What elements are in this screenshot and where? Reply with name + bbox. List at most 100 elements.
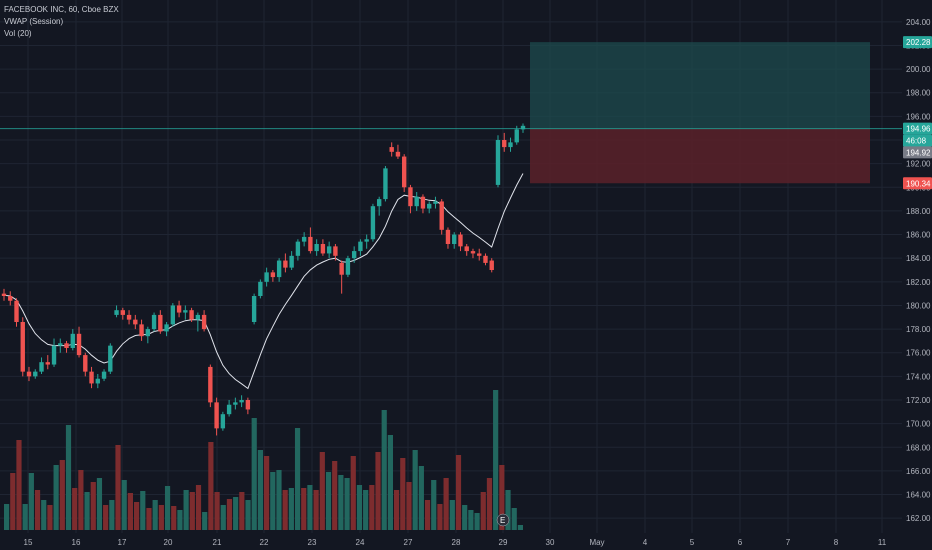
candle-body xyxy=(314,244,319,252)
chart-legend: FACEBOOK INC, 60, Cboe BZX VWAP (Session… xyxy=(4,4,119,40)
earnings-event-icon[interactable] xyxy=(496,513,510,527)
candle-body xyxy=(170,305,176,325)
x-tick-label: 21 xyxy=(213,538,222,547)
price-tag xyxy=(903,36,932,49)
y-tick-label: 186.00 xyxy=(906,231,931,240)
volume-bar xyxy=(381,410,387,530)
volume-bar xyxy=(239,492,245,530)
y-tick-label: 166.00 xyxy=(906,467,931,476)
volume-bar xyxy=(431,480,437,530)
candle-body xyxy=(183,310,188,313)
volume-bar xyxy=(59,460,65,530)
volume-bar xyxy=(511,508,517,530)
candle-body xyxy=(283,260,288,268)
candle-body xyxy=(376,199,382,207)
candle-body xyxy=(458,234,463,247)
price-tag-label: 190.34 xyxy=(906,179,931,188)
candle-body xyxy=(483,255,488,263)
volume-bar xyxy=(505,490,511,530)
volume-bar xyxy=(220,505,226,530)
volume-bar xyxy=(146,508,152,530)
volume-bar xyxy=(301,488,307,530)
y-tick-label: 188.00 xyxy=(906,207,931,216)
x-tick-label: 20 xyxy=(164,538,173,547)
candle-body xyxy=(320,244,326,254)
volume-bar xyxy=(202,512,208,530)
candle-body xyxy=(364,239,369,242)
volume-bar xyxy=(22,504,28,530)
volume-bar xyxy=(164,486,171,530)
vwap-indicator-label[interactable]: VWAP (Session) xyxy=(4,17,64,26)
volume-bar xyxy=(189,492,195,530)
x-tick-label: 5 xyxy=(690,538,695,547)
y-tick-label: 164.00 xyxy=(906,491,931,500)
volume-bar xyxy=(264,456,270,530)
volume-indicator-label[interactable]: Vol (20) xyxy=(4,29,32,38)
volume-bar xyxy=(72,488,78,530)
candle-body xyxy=(26,371,32,377)
volume-bar xyxy=(493,390,499,530)
candle-body xyxy=(477,253,482,256)
x-tick-label: 22 xyxy=(260,538,269,547)
volume-bar xyxy=(47,505,53,530)
candle-body xyxy=(83,355,88,372)
y-tick-label: 180.00 xyxy=(906,301,931,310)
y-tick-label: 182.00 xyxy=(906,278,931,287)
candle-body xyxy=(420,196,426,209)
x-tick-label: 15 xyxy=(24,538,33,547)
x-tick-label: 28 xyxy=(452,538,461,547)
volume-bar xyxy=(245,500,251,530)
volume-bar xyxy=(282,490,288,530)
candle-body xyxy=(133,319,138,325)
candle-body xyxy=(101,371,107,379)
candle-body xyxy=(245,400,251,410)
volume-bar xyxy=(257,450,263,530)
candle-body xyxy=(76,333,82,356)
candle-body xyxy=(502,140,507,148)
candle-body xyxy=(220,414,226,429)
x-tick-label: 7 xyxy=(786,538,791,547)
price-tag xyxy=(903,134,932,147)
target-zone xyxy=(530,42,870,129)
candle-body xyxy=(20,322,25,372)
volume-bar xyxy=(338,475,344,530)
candle-body xyxy=(495,140,501,185)
candle-body xyxy=(64,343,69,348)
candle-body xyxy=(33,371,38,377)
volume-bar xyxy=(115,445,121,530)
volume-bar xyxy=(226,499,233,530)
volume-bar xyxy=(134,502,140,530)
x-tick-label: 17 xyxy=(118,538,127,547)
candle-body xyxy=(70,333,75,348)
volume-bar xyxy=(356,485,363,530)
volume-bar xyxy=(499,465,505,530)
candle-body xyxy=(514,129,519,143)
candle-body xyxy=(39,362,44,372)
candle-body xyxy=(301,236,307,242)
candle-body xyxy=(151,314,157,330)
candle-body xyxy=(464,246,469,252)
volume-bar xyxy=(109,500,115,530)
candle-body xyxy=(89,371,94,384)
x-tick-label: 27 xyxy=(404,538,413,547)
volume-bar xyxy=(344,478,350,530)
price-tag-label: 46:08 xyxy=(906,137,927,146)
volume-bar xyxy=(394,490,400,530)
volume-bar xyxy=(177,510,183,530)
symbol-title[interactable]: FACEBOOK INC, 60, Cboe BZX xyxy=(4,5,119,14)
volume-bar xyxy=(195,485,202,530)
volume-bar xyxy=(233,497,239,530)
y-tick-label: 200.00 xyxy=(906,65,931,74)
x-tick-label: 24 xyxy=(356,538,365,547)
candle-body xyxy=(233,402,238,405)
x-tick-label: 23 xyxy=(308,538,317,547)
y-tick-label: 162.00 xyxy=(906,514,931,523)
y-tick-label: 196.00 xyxy=(906,112,931,121)
candle-body xyxy=(408,187,413,207)
x-tick-label: May xyxy=(589,538,604,547)
volume-bar xyxy=(16,440,22,530)
x-tick-label: 11 xyxy=(878,538,887,547)
candle-body xyxy=(276,260,282,278)
